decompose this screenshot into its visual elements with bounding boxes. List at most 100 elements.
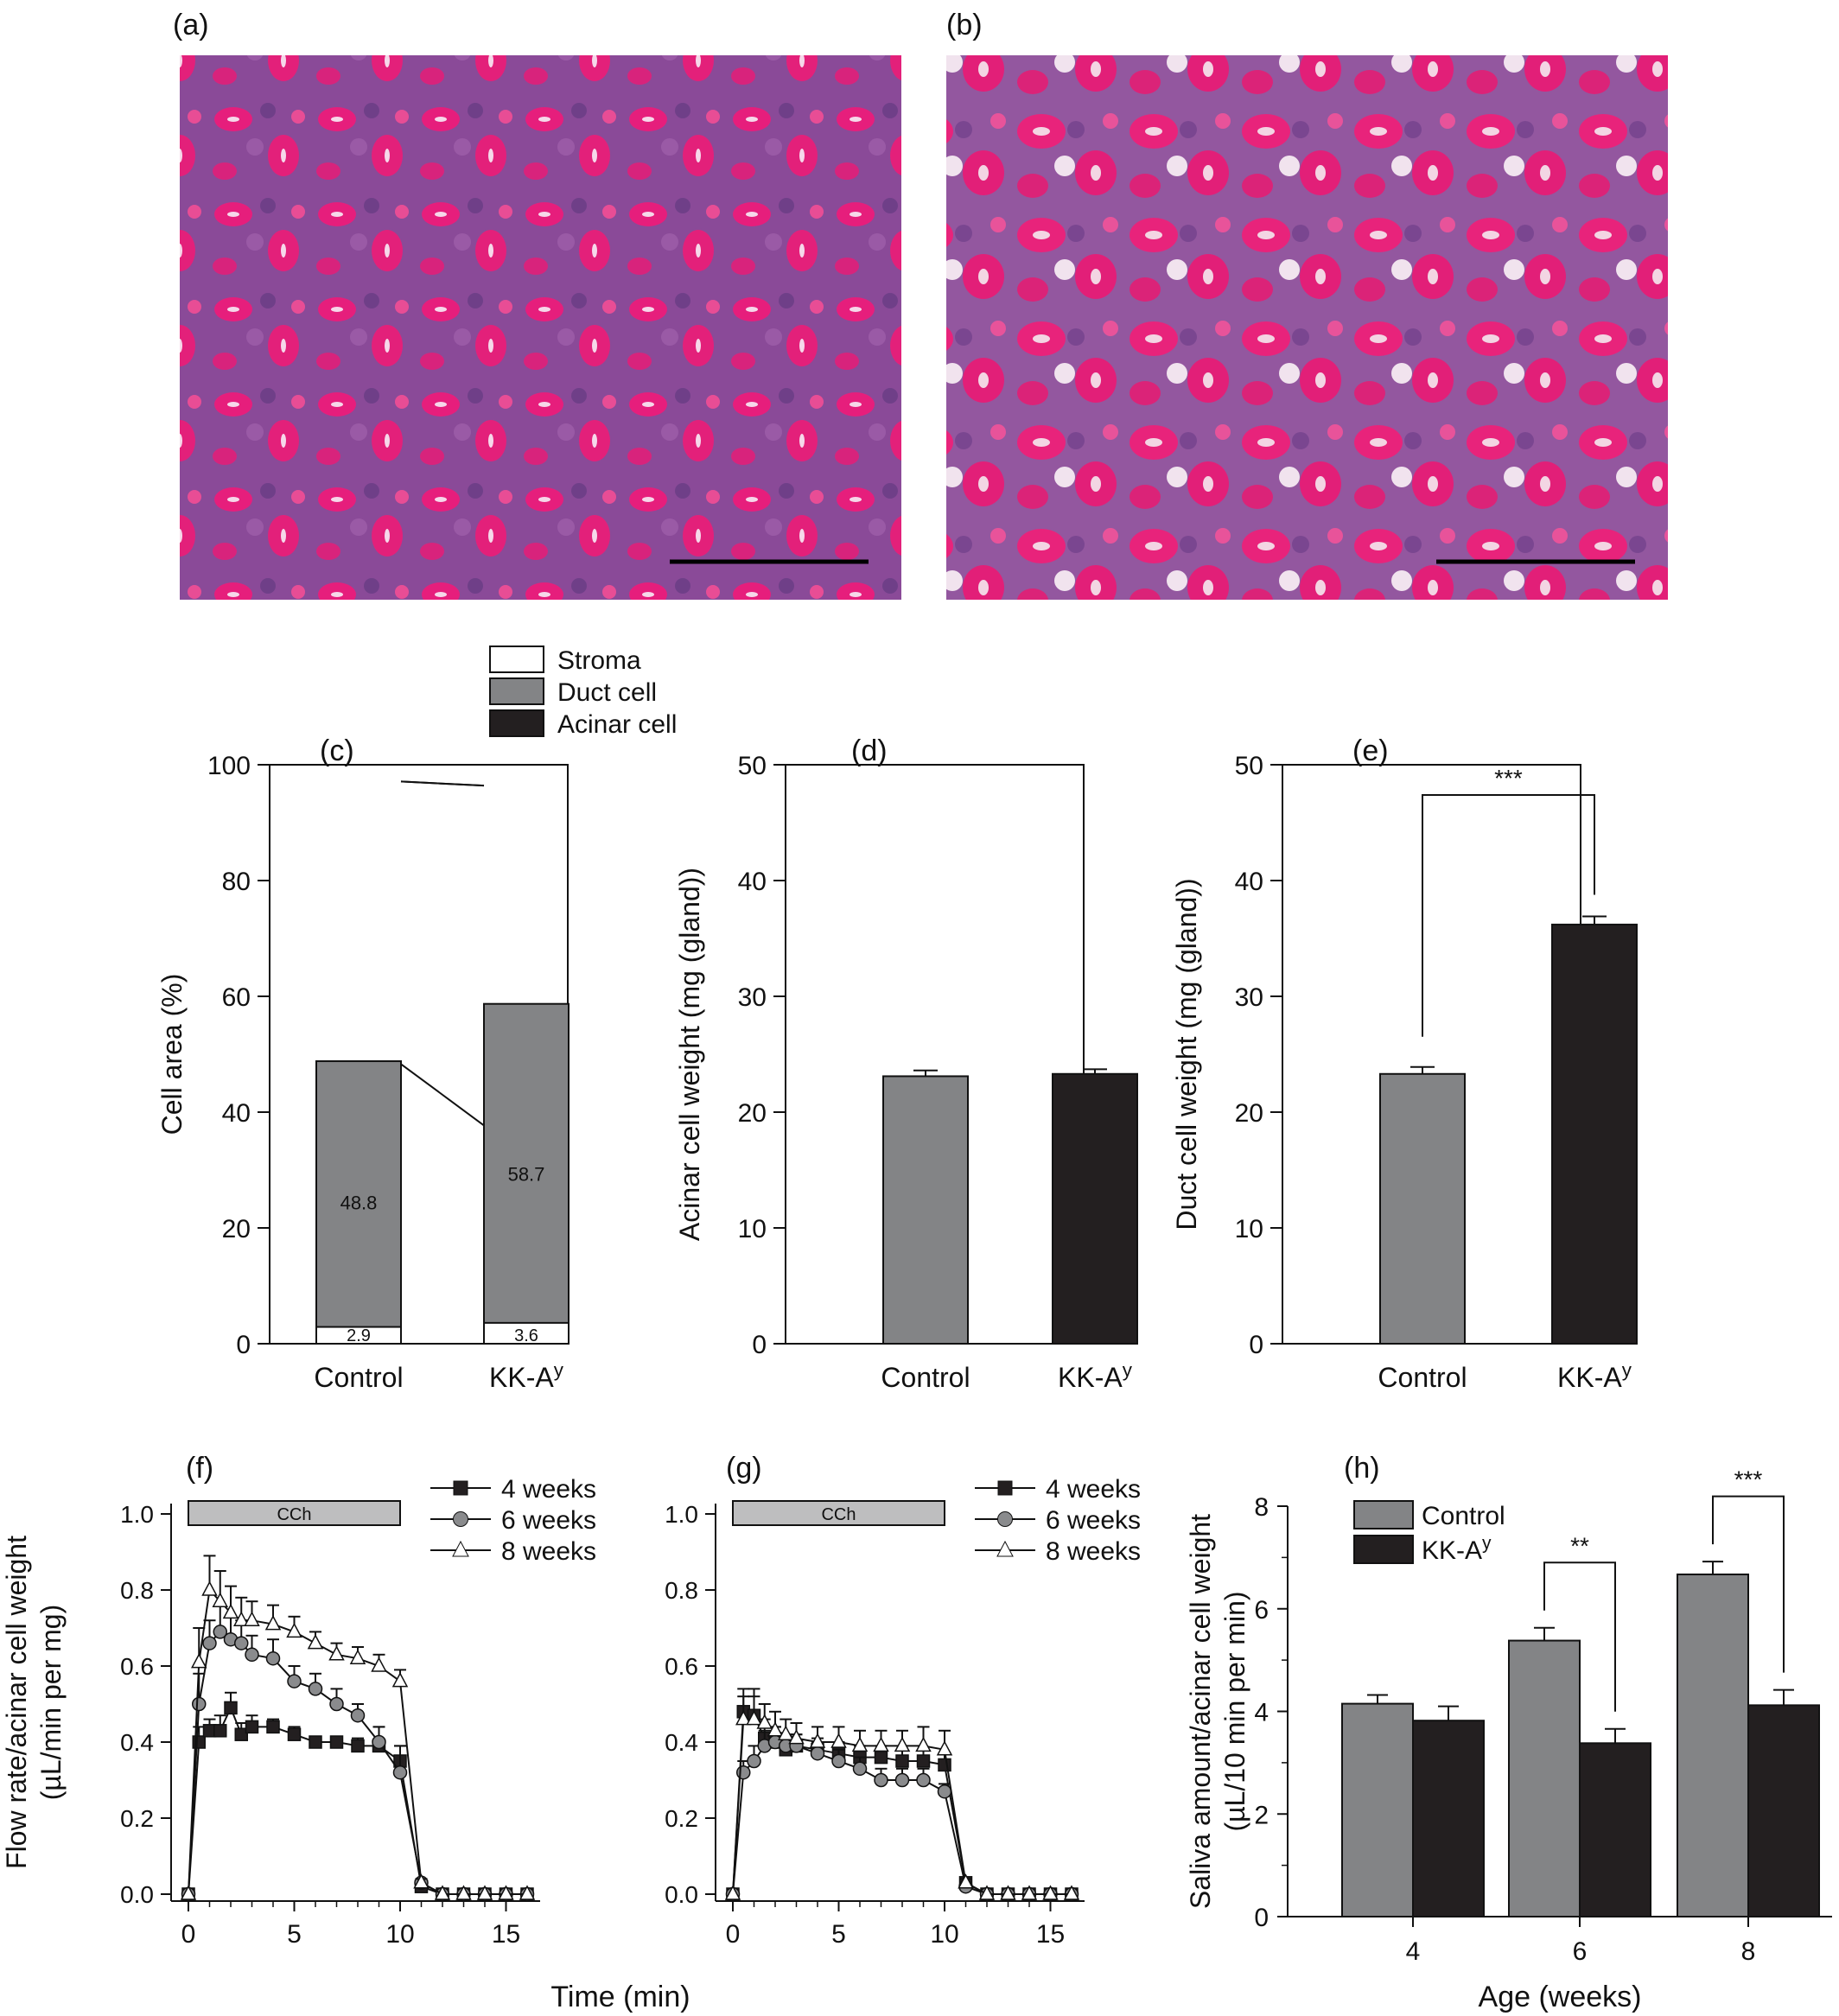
marker-triangle	[746, 1710, 762, 1726]
x-axis-label: Age (weeks)	[1479, 1981, 1642, 2013]
marker-triangle	[1021, 1885, 1038, 1900]
y-tick-label: 20	[1235, 1099, 1263, 1128]
x-tick-label: 10	[930, 1920, 958, 1949]
marker-triangle	[809, 1733, 826, 1748]
legend-swatch	[489, 677, 544, 705]
marker-circle	[213, 1625, 227, 1639]
marker-circle	[308, 1682, 323, 1696]
marker-circle	[874, 1772, 888, 1788]
marker-square	[938, 1758, 951, 1772]
data-label: 58.7	[508, 1163, 545, 1185]
marker-triangle	[244, 1611, 260, 1626]
y-tick-label: 0.8	[120, 1577, 154, 1604]
bar-segment-stroma	[483, 1321, 570, 1345]
marker-triangle	[830, 1733, 847, 1748]
y-tick-label: 2	[1254, 1801, 1269, 1829]
marker-triangle	[371, 1657, 387, 1672]
x-tick-label: KK-Ay	[1557, 1359, 1632, 1393]
x-tick-label: 5	[831, 1920, 846, 1949]
y-tick-label: 0.6	[665, 1653, 698, 1680]
y-tick-label: 60	[222, 983, 251, 1012]
shared-xlabel-time: Time (min)	[550, 1981, 690, 2013]
significance-bracket	[1543, 1561, 1616, 1712]
marker-square	[895, 1754, 909, 1768]
legend-label: Duct cell	[557, 678, 657, 707]
legend-marker-square	[997, 1480, 1013, 1496]
x-tick-label: 10	[385, 1920, 414, 1949]
bar-kkay	[1412, 1720, 1485, 1917]
y-tick-label: 30	[738, 983, 767, 1012]
marker-triangle	[724, 1885, 741, 1900]
y-tick-label: 0.2	[665, 1805, 698, 1832]
y-axis-label: Cell area (%)	[156, 974, 188, 1135]
legend-marker-circle	[453, 1511, 468, 1527]
marker-triangle	[851, 1736, 869, 1752]
marker-triangle	[767, 1721, 784, 1737]
y-tick-label: 0.8	[665, 1577, 698, 1604]
y-tick-label: 40	[1235, 868, 1263, 896]
marker-triangle	[201, 1580, 218, 1596]
x-tick-label: 0	[181, 1920, 196, 1949]
marker-triangle	[1000, 1885, 1016, 1900]
bar-control	[1341, 1702, 1414, 1917]
marker-square	[329, 1735, 344, 1749]
legend-swatch	[1353, 1535, 1414, 1564]
x-tick-label: KK-Ay	[1058, 1359, 1133, 1393]
marker-triangle	[958, 1873, 974, 1889]
marker-circle	[202, 1636, 217, 1650]
marker-triangle	[476, 1885, 493, 1900]
marker-triangle	[778, 1725, 794, 1740]
y-tick-label: 50	[1235, 752, 1263, 780]
legend-swatch	[489, 709, 544, 737]
marker-triangle	[307, 1634, 324, 1650]
legend-swatch	[1353, 1500, 1414, 1529]
y-tick-label: 6	[1254, 1596, 1269, 1625]
x-tick-label: KK-Ay	[489, 1359, 564, 1393]
y-axis-label: Flow rate/acinar cell weight	[1, 1536, 32, 1869]
panel-label-g: (g)	[726, 1452, 762, 1485]
y-tick-label: 10	[1235, 1215, 1263, 1243]
bar-control	[1677, 1573, 1749, 1917]
marker-circle	[736, 1765, 751, 1780]
y-tick-label: 80	[222, 868, 251, 896]
x-tick-label: 5	[287, 1920, 302, 1949]
marker-square	[234, 1727, 248, 1741]
marker-triangle	[788, 1729, 805, 1745]
legend-marker-triangle	[996, 1540, 1014, 1557]
significance-label: ***	[1494, 765, 1523, 792]
legend-marker-circle	[997, 1511, 1013, 1527]
panel-label-d: (d)	[851, 735, 888, 767]
panel-label-c: (c)	[320, 735, 354, 767]
marker-triangle	[756, 1714, 773, 1729]
y-tick-label: 0.6	[120, 1653, 154, 1680]
marker-triangle	[735, 1710, 752, 1726]
marker-triangle	[413, 1873, 430, 1889]
y-axis-label: Acinar cell weight (mg (gland))	[674, 868, 705, 1241]
marker-square	[916, 1754, 931, 1768]
panel-label-a: (a)	[173, 9, 209, 41]
y-tick-label: 100	[207, 752, 251, 780]
y-tick-label: 1.0	[120, 1501, 154, 1528]
panel-label-b: (b)	[946, 9, 983, 41]
data-label: 48.8	[340, 1192, 378, 1214]
marker-triangle	[936, 1740, 953, 1756]
marker-square	[309, 1735, 322, 1749]
marker-triangle	[233, 1611, 250, 1626]
bar-segment-stroma	[315, 1326, 402, 1345]
legend-label: 6 weeks	[1046, 1506, 1141, 1535]
y-axis-label: Duct cell weight (mg (gland))	[1171, 878, 1202, 1230]
x-tick-label: 6	[1573, 1937, 1588, 1966]
marker-triangle	[391, 1672, 409, 1688]
marker-circle	[234, 1636, 249, 1650]
y-tick-label: 30	[1235, 983, 1263, 1012]
marker-circle	[852, 1761, 868, 1777]
y-tick-label: 50	[738, 752, 767, 780]
significance-bracket	[1712, 1495, 1785, 1673]
bar-kkay	[1579, 1742, 1651, 1917]
marker-triangle	[978, 1885, 996, 1900]
